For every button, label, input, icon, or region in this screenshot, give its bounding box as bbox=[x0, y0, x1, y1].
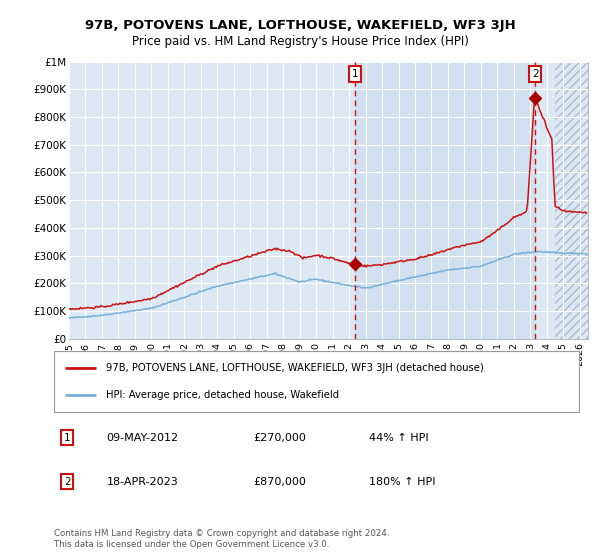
Text: HPI: Average price, detached house, Wakefield: HPI: Average price, detached house, Wake… bbox=[107, 390, 340, 400]
Text: 1: 1 bbox=[352, 69, 358, 79]
Text: 2: 2 bbox=[64, 477, 70, 487]
Text: 97B, POTOVENS LANE, LOFTHOUSE, WAKEFIELD, WF3 3JH: 97B, POTOVENS LANE, LOFTHOUSE, WAKEFIELD… bbox=[85, 18, 515, 32]
Bar bbox=[355, 62, 535, 339]
Text: 44% ↑ HPI: 44% ↑ HPI bbox=[369, 432, 428, 442]
FancyBboxPatch shape bbox=[54, 351, 579, 412]
Text: 97B, POTOVENS LANE, LOFTHOUSE, WAKEFIELD, WF3 3JH (detached house): 97B, POTOVENS LANE, LOFTHOUSE, WAKEFIELD… bbox=[107, 363, 484, 373]
Bar bbox=[555, 62, 588, 339]
Text: Price paid vs. HM Land Registry's House Price Index (HPI): Price paid vs. HM Land Registry's House … bbox=[131, 35, 469, 49]
Text: Contains HM Land Registry data © Crown copyright and database right 2024.
This d: Contains HM Land Registry data © Crown c… bbox=[54, 529, 389, 549]
Text: 09-MAY-2012: 09-MAY-2012 bbox=[107, 432, 179, 442]
Text: 2: 2 bbox=[532, 69, 539, 79]
Text: 18-APR-2023: 18-APR-2023 bbox=[107, 477, 178, 487]
Text: £870,000: £870,000 bbox=[254, 477, 307, 487]
Text: 180% ↑ HPI: 180% ↑ HPI bbox=[369, 477, 436, 487]
Text: £270,000: £270,000 bbox=[254, 432, 307, 442]
Text: 1: 1 bbox=[64, 432, 70, 442]
